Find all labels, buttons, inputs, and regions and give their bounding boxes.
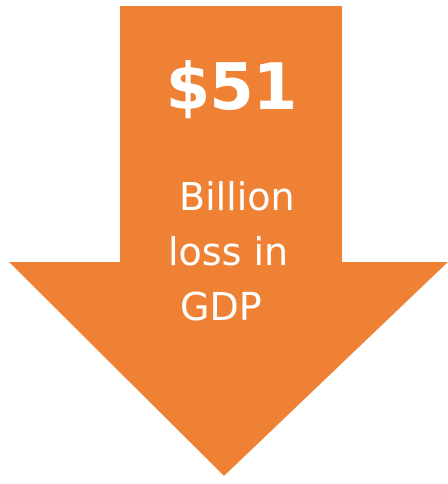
caption-line-loss: loss in: [168, 230, 289, 274]
down-arrow-icon: [9, 6, 448, 476]
amount-value: $51: [165, 51, 298, 125]
caption-line-gdp: GDP: [180, 285, 262, 329]
caption-line-billion: Billion: [179, 175, 295, 219]
caption-text: Billion loss in GDP: [150, 170, 330, 335]
